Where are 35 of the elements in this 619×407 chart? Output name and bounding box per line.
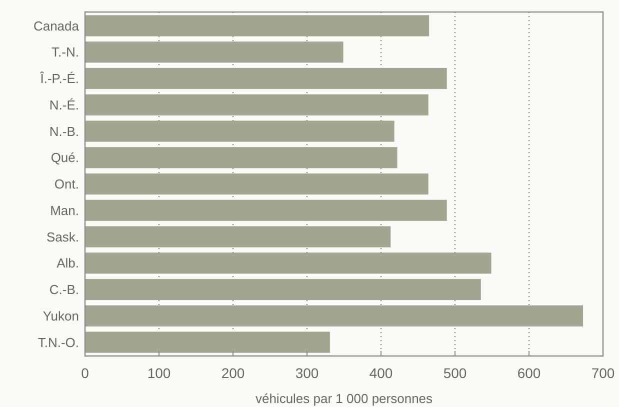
bar [85, 305, 584, 326]
y-tick-label: T.-N. [52, 44, 79, 60]
y-tick-label: Sask. [46, 229, 79, 244]
x-tick-label: 200 [221, 365, 245, 381]
y-tick-label: Ont. [54, 176, 79, 192]
y-tick-label: Î.-P.-É. [39, 71, 79, 86]
bar [85, 42, 344, 63]
y-tick-label: Man. [50, 202, 79, 218]
bar [85, 173, 428, 195]
x-tick-label: 600 [517, 365, 541, 381]
y-tick-label: Canada [33, 18, 80, 34]
x-tick-label: 300 [295, 365, 319, 381]
bar [85, 200, 447, 221]
x-tick-label: 700 [591, 365, 615, 381]
x-axis-title: véhicules par 1 000 personnes [255, 391, 434, 406]
x-tick-label: 400 [369, 365, 393, 381]
y-tick-label: T.N.-O. [38, 334, 79, 350]
bar [85, 120, 394, 142]
bar [85, 252, 492, 274]
x-tick-label: 100 [147, 365, 171, 381]
bar [85, 94, 428, 116]
bar [85, 15, 430, 36]
y-tick-label: C.-B. [49, 282, 79, 298]
x-tick-label: 0 [81, 365, 90, 381]
bar [85, 68, 447, 90]
bar [85, 332, 330, 353]
x-tick-label: 500 [443, 365, 467, 381]
bar [85, 147, 398, 168]
bar [85, 226, 391, 248]
y-tick-label: Yukon [42, 308, 79, 324]
y-tick-label: N.-É. [49, 97, 79, 112]
y-tick-label: N.-B. [49, 124, 79, 139]
y-tick-label: Alb. [56, 256, 79, 271]
y-tick-label: Qué. [50, 150, 79, 166]
bar [85, 278, 481, 300]
